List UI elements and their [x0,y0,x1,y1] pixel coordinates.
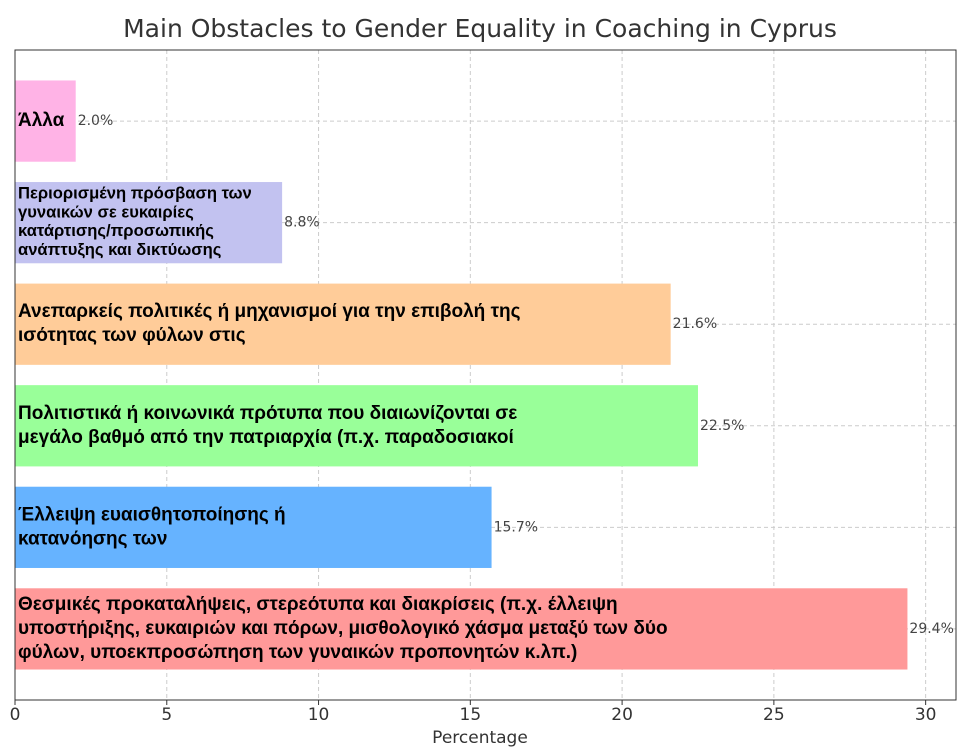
category-label-line: Θεσμικές προκαταλήψεις, στερεότυπα και δ… [18,594,618,615]
category-label-line: Ανεπαρκείς πολιτικές ή μηχανισμοί για τη… [18,301,521,322]
category-label: Άλλα [18,110,65,131]
category-label: Περιορισμένη πρόσβαση των γυναικών σε ευκ… [18,184,252,259]
x-tick-label: 30 [915,705,937,725]
x-tick-label: 15 [460,705,482,725]
category-label-line: υποστήριξης, ευκαιριών και πόρων, μισθολ… [18,618,668,639]
category-label-line: κατάρτισης/προσωπικής [18,221,214,240]
category-label-line: κατανόησης των [18,528,167,549]
value-label: 8.8% [284,215,320,231]
x-axis-label: Percentage [432,728,528,748]
value-label: 29.4% [909,621,953,637]
category-label: Ανεπαρκείς πολιτικές ή μηχανισμοί για τη… [18,301,521,346]
category-label-line: Περιορισμένη πρόσβαση των [18,184,252,203]
bar [15,385,698,467]
category-label: Θεσμικές προκαταλήψεις, στερεότυπα και δ… [18,594,668,663]
bar [15,588,908,670]
category-label-line: Έλλειψη ευαισθητοποίησης ή [18,504,286,525]
x-tick-label: 5 [161,705,172,725]
x-tick-label: 20 [611,705,633,725]
x-tick-label: 25 [763,705,785,725]
plot-frame [14,49,957,701]
category-label-line: ισότητας των φύλων στις [18,325,246,346]
value-label: 22.5% [700,418,744,434]
bar [15,182,283,264]
value-label: 15.7% [494,519,538,535]
bar [15,486,492,568]
category-label-line: μεγάλο βαθμό από την πατριαρχία (π.χ. πα… [18,427,514,448]
chart-title: Main Obstacles to Gender Equality in Coa… [123,14,837,43]
value-label: 21.6% [673,316,717,332]
category-label-line: γυναικών σε ευκαιρίες [18,203,194,222]
category-label-line: ανάπτυξης και δικτύωσης [18,240,221,259]
category-label: Πολιτιστικά ή κοινωνικά πρότυπα που διαι… [18,403,517,448]
category-label-line: Άλλα [18,110,65,131]
x-tick-label: 0 [10,705,21,725]
category-label: Έλλειψη ευαισθητοποίησης ή κατανόησης των [18,504,286,549]
bar [15,80,76,162]
x-tick-label: 10 [308,705,330,725]
value-label: 2.0% [78,113,114,129]
category-label-line: Πολιτιστικά ή κοινωνικά πρότυπα που διαι… [18,403,517,424]
category-label-line: φύλων, υποεκπροσώπηση των γυναικών προπο… [18,642,577,663]
bar [15,283,671,365]
